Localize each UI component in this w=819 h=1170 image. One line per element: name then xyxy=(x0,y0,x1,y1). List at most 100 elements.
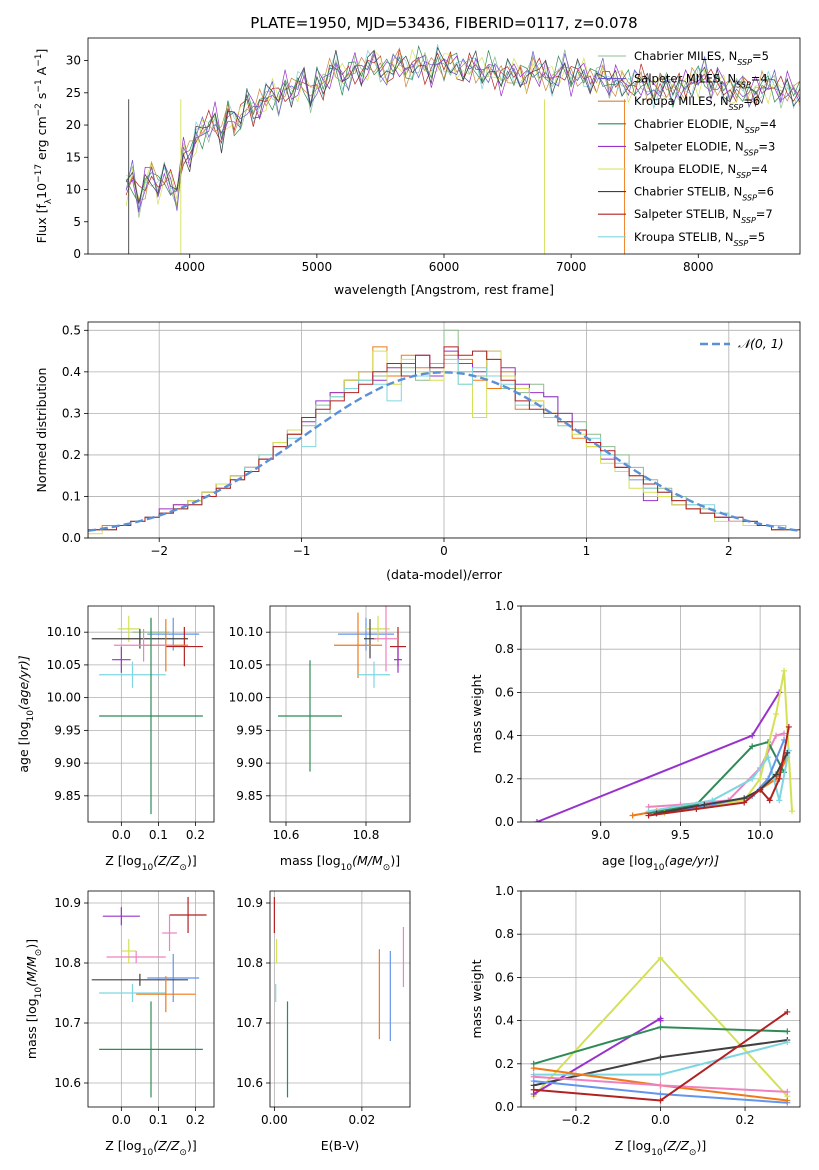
x-tick-label: −2 xyxy=(150,544,168,558)
spectrum-line xyxy=(125,49,800,218)
y-tick-label: 1.0 xyxy=(495,884,514,898)
x-tick-label: 9.0 xyxy=(591,828,610,842)
x-tick-label: 0.1 xyxy=(149,1113,168,1127)
weight-marker xyxy=(533,819,540,822)
axes-frame xyxy=(87,605,215,823)
x-tick-label: 0.2 xyxy=(735,1113,754,1127)
weight-marker xyxy=(765,754,772,761)
weight-line xyxy=(648,750,790,813)
legend-part: Chabrier STELIB, N xyxy=(634,185,742,199)
y-tick-label: 0.0 xyxy=(62,531,81,545)
label-part: (Z/Z xyxy=(153,853,180,868)
y-tick-label: 10.05 xyxy=(47,658,81,672)
y-tick-label: 0.8 xyxy=(495,642,514,656)
x-tick-label: 2 xyxy=(725,544,733,558)
axes-residuals: −2 −1 0 1 2 0.0 0.1 0.2 0.3 0.4 0.5 𝒩(0, 1) (data-mo… xyxy=(34,321,801,582)
plot-area xyxy=(521,606,800,822)
x-axis-label: mass [log10(M/M⊙)] xyxy=(280,853,400,873)
weight-marker xyxy=(749,732,756,739)
y-tick-label: 10.9 xyxy=(236,896,263,910)
y-tick-label: 10.00 xyxy=(47,691,81,705)
weight-marker xyxy=(530,1065,537,1072)
plot-area xyxy=(270,606,410,822)
weight-marker xyxy=(784,1097,791,1104)
legend-part: Kroupa ELODIE, N xyxy=(634,162,736,176)
weight-marker xyxy=(530,1073,537,1080)
legend-part: SSP xyxy=(737,58,752,67)
spectrum-line xyxy=(125,46,800,204)
label-part: (age/yr)] xyxy=(16,655,31,710)
weight-marker xyxy=(657,1017,664,1024)
legend-entry: Kroupa MILES, NSSP=6 xyxy=(634,94,760,112)
y-axis-label: Flux [fλ10−17 erg cm−2 s−1 A−1] xyxy=(34,49,54,244)
plot-area xyxy=(125,44,800,254)
weight-line xyxy=(664,670,793,815)
weight-marker xyxy=(773,771,780,778)
label-part: Z [log xyxy=(105,853,141,868)
weight-marker xyxy=(781,667,788,674)
label-part: mass [log xyxy=(280,853,341,868)
y-tick-label: 10.6 xyxy=(54,1076,81,1090)
y-tick-label: 10.9 xyxy=(54,896,81,910)
label-part: ⊙ xyxy=(179,1148,187,1158)
label-part: )] xyxy=(24,939,39,949)
y-tick-label: 9.90 xyxy=(236,756,263,770)
weight-marker xyxy=(784,1008,791,1015)
weight-marker xyxy=(784,1028,791,1035)
weight-marker xyxy=(629,812,636,819)
label-part: 10 xyxy=(653,863,665,873)
weight-marker xyxy=(789,808,796,815)
spectrum-line xyxy=(125,47,800,207)
axes-mass_vs_ebv: 0.00 0.02 10.6 10.7 10.8 10.9 E(B-V) xyxy=(236,890,411,1153)
weight-marker xyxy=(773,711,780,717)
plot-area xyxy=(88,322,800,538)
label-part: −2 xyxy=(34,103,44,116)
axes-spectrum: 4000 5000 6000 7000 8000 0 5 10 15 20 25 30 PLATE=19… xyxy=(34,14,801,297)
legend-part: =4 xyxy=(760,117,777,131)
legend-part: SSP xyxy=(745,125,760,134)
x-tick-label: 0.0 xyxy=(112,1113,131,1127)
y-tick-label: 10.7 xyxy=(54,1016,81,1030)
y-tick-label: 10 xyxy=(66,183,81,197)
label-part: −17 xyxy=(34,164,44,183)
weight-marker xyxy=(657,1082,664,1089)
y-tick-label: 10.10 xyxy=(47,625,81,639)
x-axis-label: wavelength [Angstrom, rest frame] xyxy=(334,282,554,297)
axes-frame xyxy=(520,605,801,823)
legend-entry: Chabrier STELIB, NSSP=6 xyxy=(634,185,774,203)
y-tick-label: 0.0 xyxy=(495,1100,514,1114)
y-tick-label: 9.95 xyxy=(236,723,263,737)
normal-curve xyxy=(88,371,800,532)
y-tick-label: 0.6 xyxy=(495,685,514,699)
y-tick-label: 0.4 xyxy=(62,365,81,379)
legend-entry: Kroupa ELODIE, NSSP=4 xyxy=(634,162,768,180)
label-part: ⊙ xyxy=(383,863,391,873)
label-part: 10 xyxy=(34,183,49,199)
label-part: age [log xyxy=(602,853,653,868)
y-tick-label: 0.2 xyxy=(495,772,514,786)
plot-area xyxy=(270,891,410,1107)
x-axis-label: E(B-V) xyxy=(321,1138,360,1153)
legend-part: SSP xyxy=(736,171,751,180)
x-tick-label: 0.1 xyxy=(149,828,168,842)
plot-area xyxy=(88,891,214,1107)
plot-area xyxy=(88,606,214,822)
x-tick-label: 4000 xyxy=(174,260,205,274)
axes-frame xyxy=(87,890,215,1108)
legend-part: Chabrier MILES, N xyxy=(634,49,737,63)
weight-marker xyxy=(784,1088,791,1095)
y-tick-label: 10.6 xyxy=(236,1076,263,1090)
label-part: age [log xyxy=(16,721,31,772)
x-axis-label: Z [log10(Z/Z⊙)] xyxy=(105,853,196,873)
legend-part: Kroupa STELIB, N xyxy=(634,230,734,244)
weight-line xyxy=(648,732,785,808)
weight-marker xyxy=(645,812,652,819)
x-tick-label: 5000 xyxy=(302,260,333,274)
legend-part: SSP xyxy=(736,80,751,89)
weight-marker xyxy=(657,1054,664,1061)
label-part: ] xyxy=(34,49,49,54)
label-part: (Z/Z xyxy=(663,1138,690,1153)
y-tick-label: 15 xyxy=(66,150,81,164)
y-tick-label: 9.90 xyxy=(54,756,81,770)
